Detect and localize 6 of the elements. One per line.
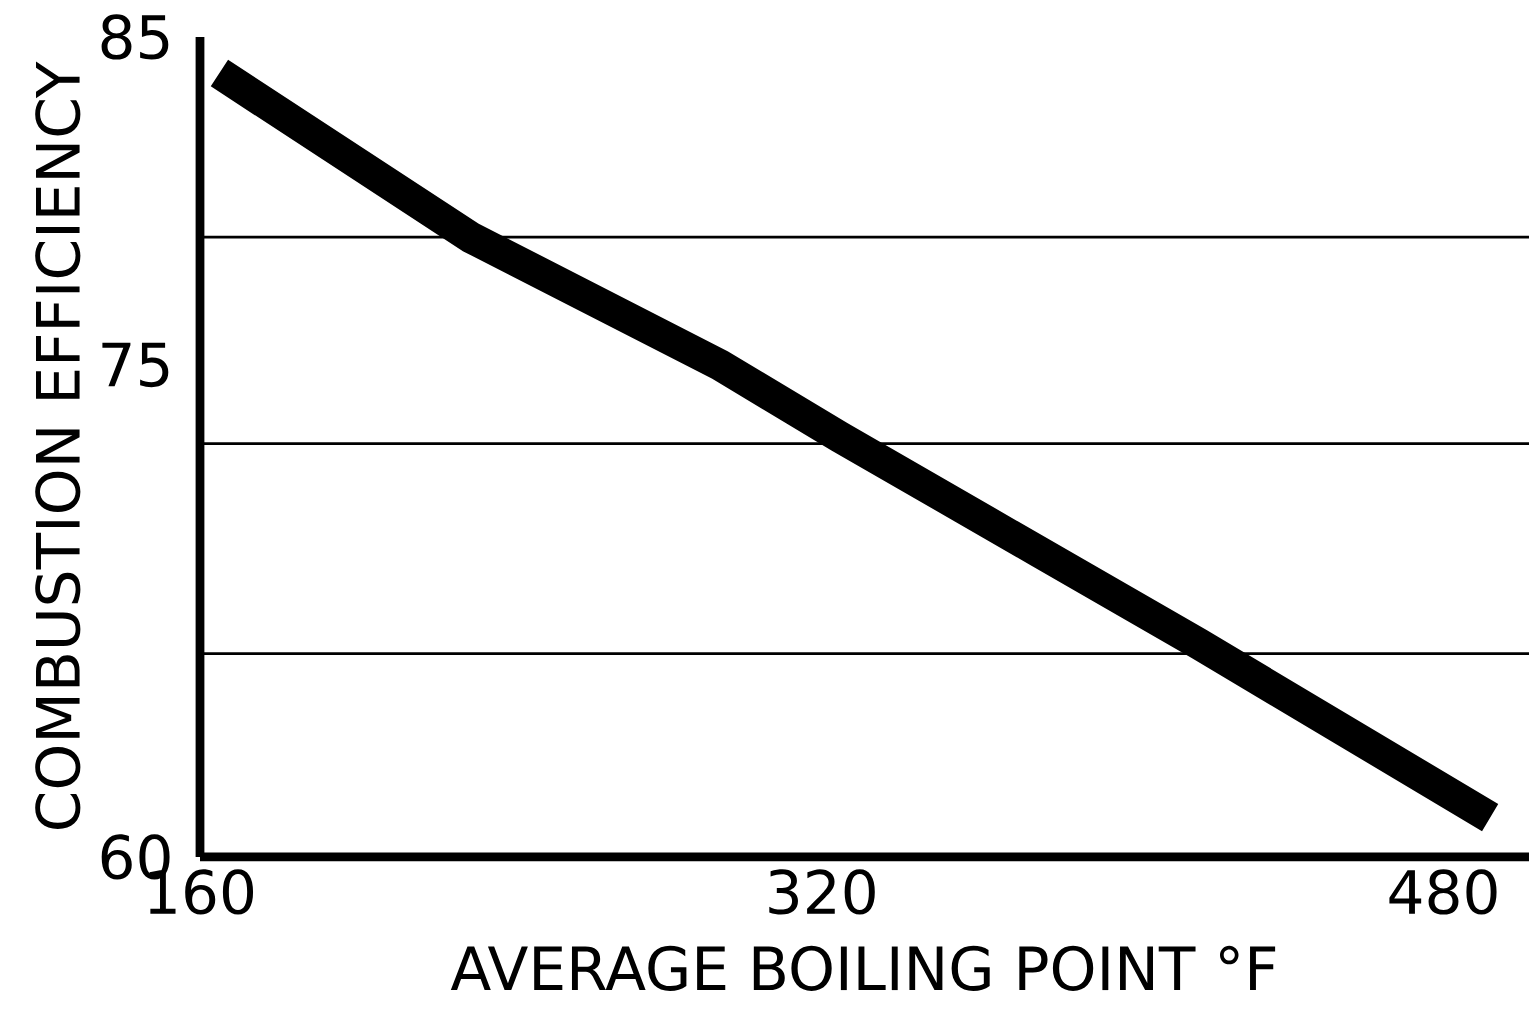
x-axis-title: AVERAGE BOILING POINT °F [450,945,1276,991]
x-tick-label: 320 [769,869,875,915]
x-tick-label: 480 [1389,869,1497,915]
y-tick-label: 85 [101,14,169,60]
y-tick-label: 75 [102,342,169,388]
y-axis-title: COMBUSTION EFFICIENCY [35,61,81,830]
